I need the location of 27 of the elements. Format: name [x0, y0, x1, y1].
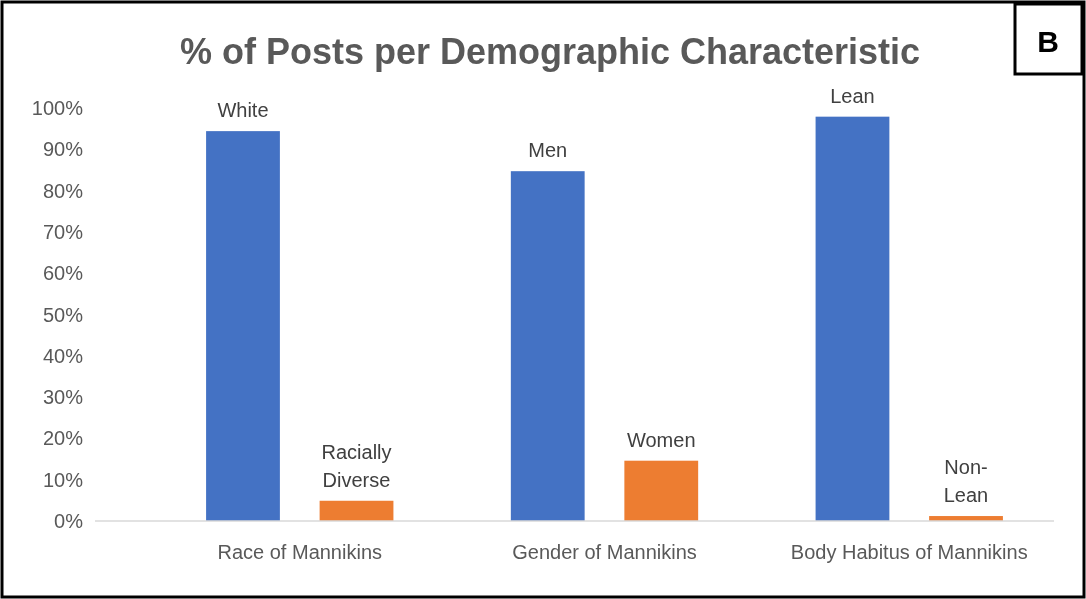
y-tick-label: 30%: [42, 386, 84, 409]
y-tick-label: 100%: [31, 97, 84, 119]
y-tick-label: 70%: [42, 220, 84, 243]
y-tick-label: 0%: [54, 510, 84, 532]
data-label: Women: [626, 428, 696, 451]
data-label: White: [217, 99, 269, 122]
bar: [624, 460, 699, 521]
bar: [206, 131, 280, 521]
y-tick-label: 50%: [42, 303, 84, 326]
data-label: Men: [528, 139, 568, 162]
data-label: Lean: [830, 84, 875, 107]
y-tick-label: 40%: [42, 344, 84, 367]
x-tick-label: Body Habitus of Mannikins: [790, 541, 1028, 563]
text: B: [1037, 25, 1059, 58]
data-label: Non-Lean: [943, 456, 989, 507]
bar: [815, 116, 890, 521]
bar: [319, 500, 394, 521]
y-tick-label: 10%: [42, 468, 84, 491]
y-tick-label: 20%: [42, 427, 84, 450]
data-label: Racially Diverse: [321, 440, 392, 491]
x-tick-label: Gender of Mannikins: [512, 541, 697, 563]
chart-title: % of Posts per Demographic Characteristic: [179, 31, 921, 72]
y-tick-label: 80%: [42, 179, 84, 202]
y-tick-label: 90%: [42, 138, 84, 161]
bar: [510, 171, 585, 521]
x-tick-label: Race of Mannikins: [217, 541, 383, 563]
y-tick-label: 60%: [42, 262, 84, 285]
